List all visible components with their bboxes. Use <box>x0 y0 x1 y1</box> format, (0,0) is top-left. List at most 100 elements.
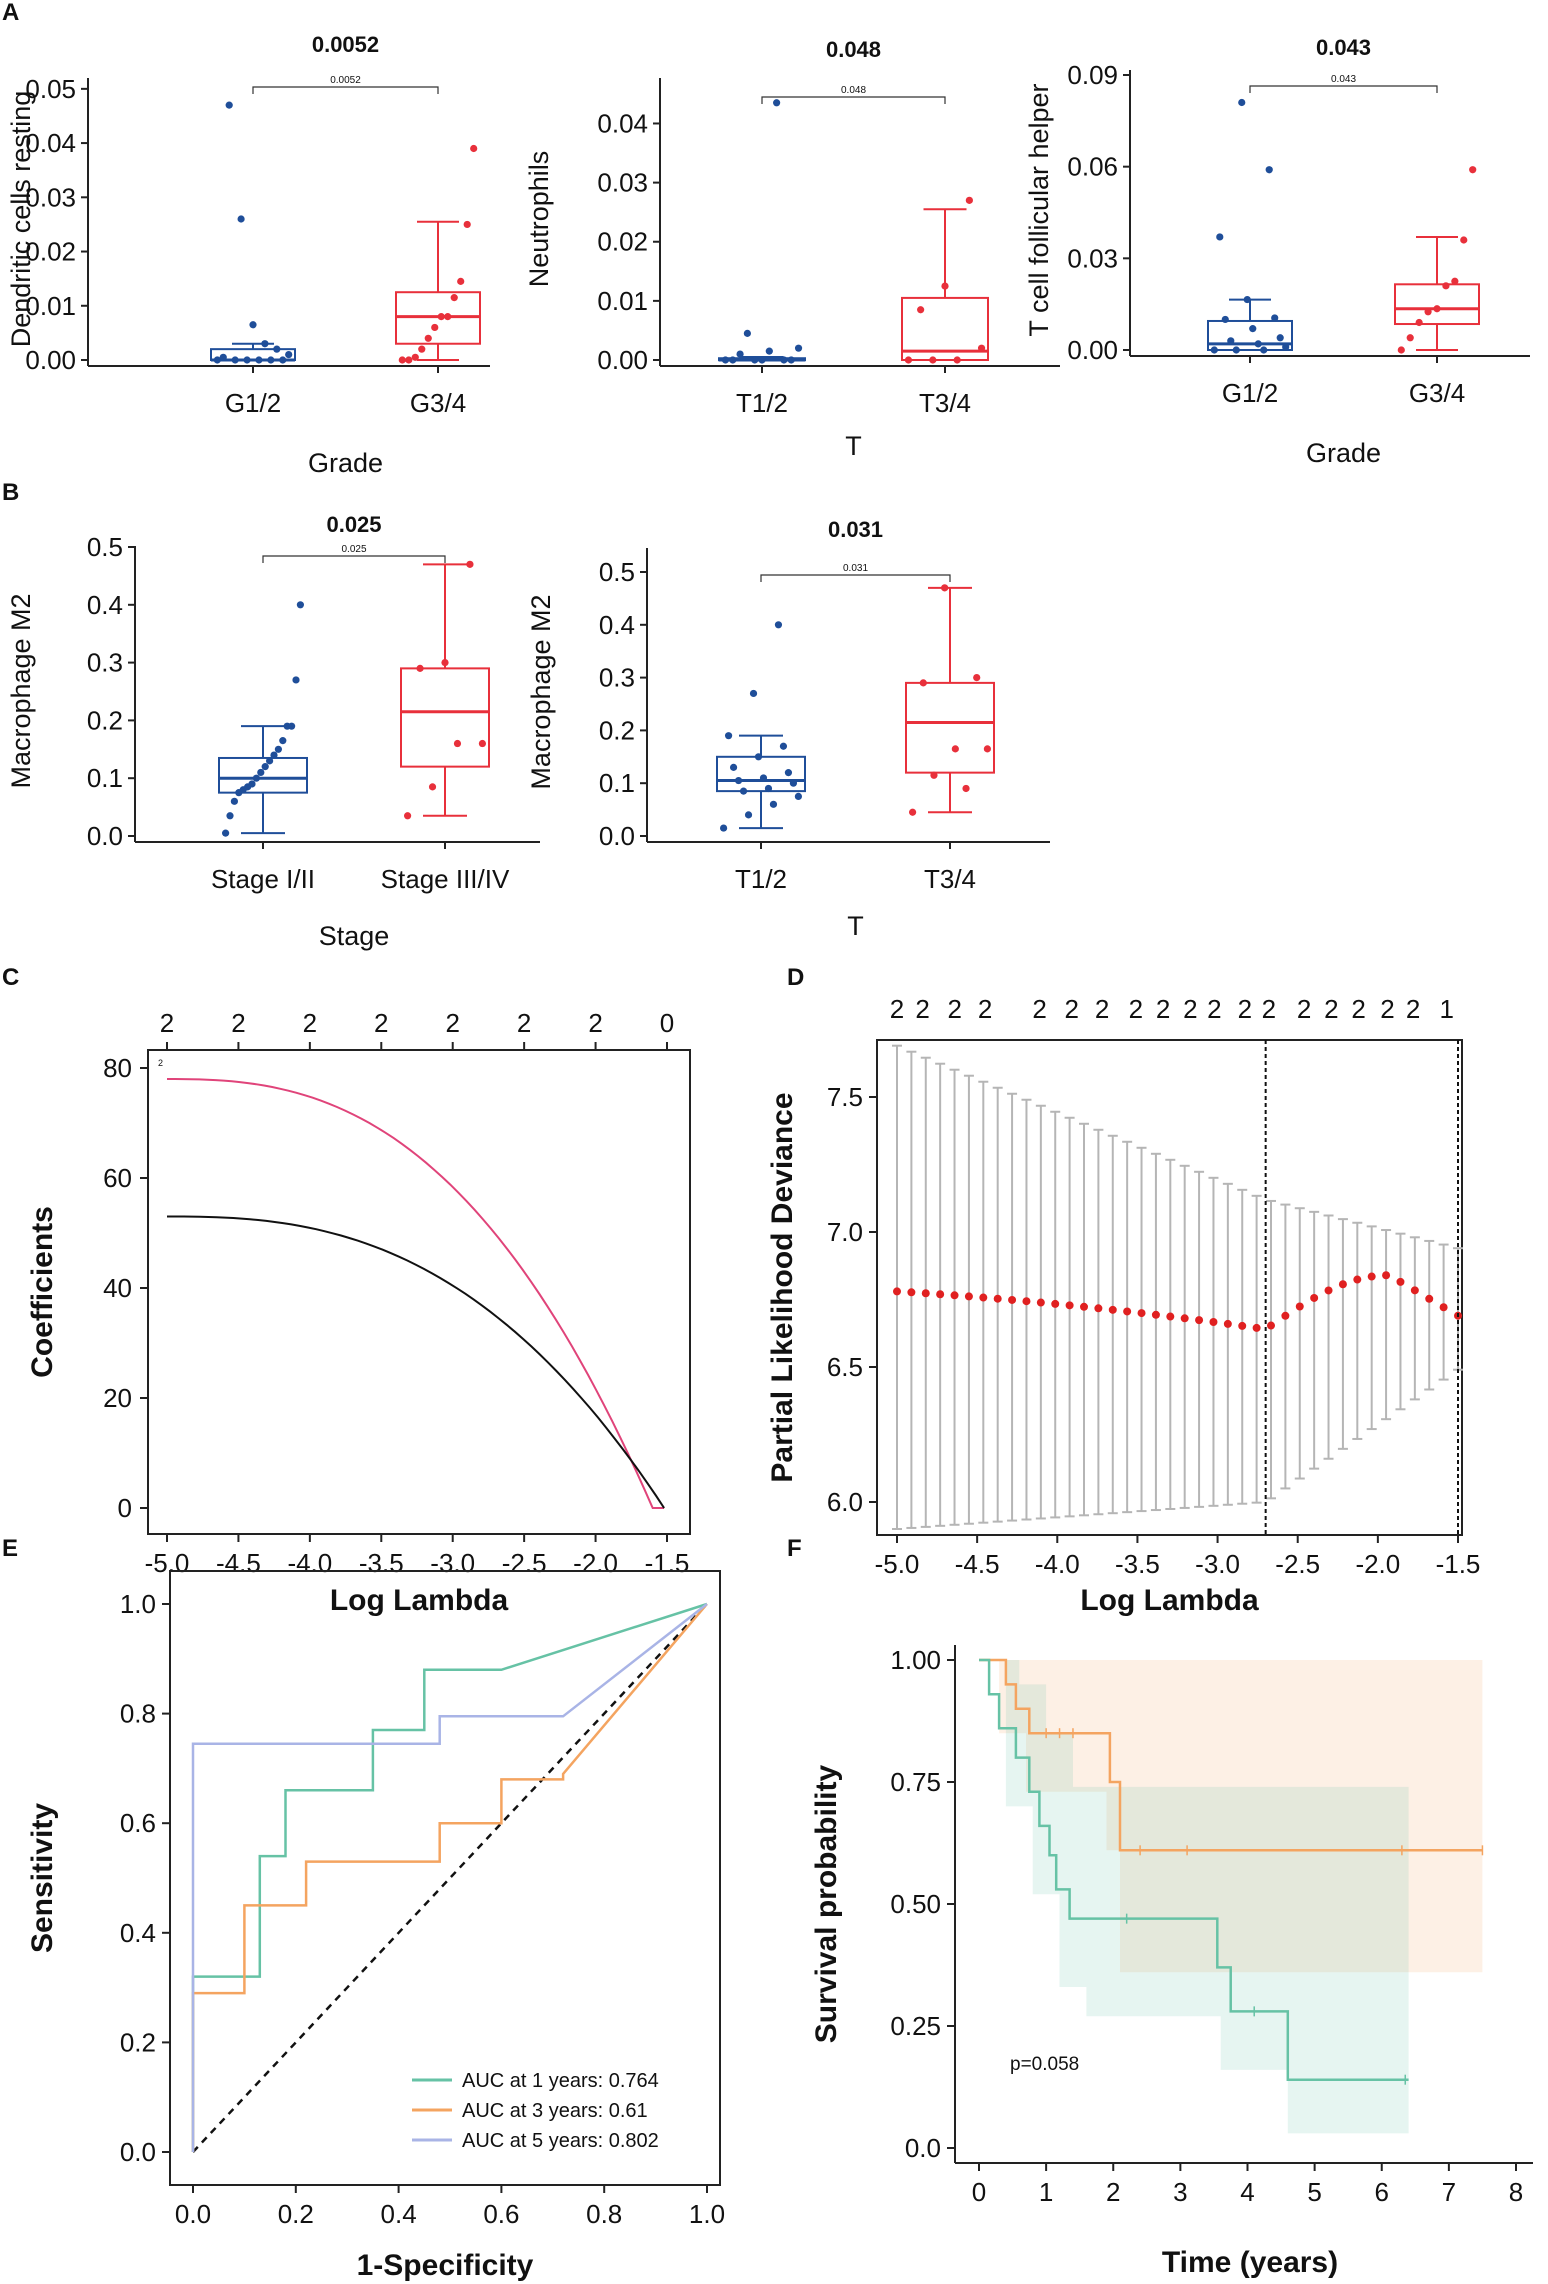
y-tick-label: 0.0 <box>120 2137 156 2167</box>
y-tick-label: 20 <box>103 1383 132 1413</box>
data-point <box>917 306 925 314</box>
plot-frame <box>147 1049 691 1535</box>
x-tick-label: 0.0 <box>175 2199 211 2229</box>
top-tick-label: 2 <box>160 1008 174 1038</box>
x-tick-label: 2 <box>1106 2177 1120 2207</box>
significance-bracket <box>761 96 946 104</box>
data-point <box>252 774 260 782</box>
data-point <box>230 797 238 805</box>
top-tick-label: 2 <box>1351 994 1365 1024</box>
data-point <box>930 771 938 779</box>
data-point <box>1460 236 1468 244</box>
data-point <box>749 689 758 698</box>
data-point <box>929 356 937 364</box>
y-axis-label: Coefficients <box>26 1206 59 1378</box>
data-point <box>237 215 245 223</box>
data-point <box>279 737 287 745</box>
plot-title-p-value: 0.048 <box>826 37 881 62</box>
data-point <box>248 780 256 788</box>
data-point <box>1254 340 1262 348</box>
x-tick-label: G1/2 <box>1222 378 1278 408</box>
y-tick-label: 0.4 <box>87 590 123 620</box>
data-point <box>1469 166 1477 174</box>
data-point <box>441 659 449 667</box>
x-axis-label: Grade <box>308 448 383 478</box>
data-point <box>765 347 773 355</box>
y-tick-label: 0.05 <box>25 74 76 104</box>
confidence-band-2 <box>979 1660 1409 2134</box>
x-tick-label: G3/4 <box>410 388 466 418</box>
data-point <box>270 751 278 759</box>
x-axis-label: Time (years) <box>1162 2246 1338 2279</box>
data-point <box>213 356 221 364</box>
y-tick-label: 0.0 <box>905 2133 941 2163</box>
y-axis-label: Dendritic cells resting <box>6 91 36 348</box>
top-tick-label: 2 <box>374 1008 388 1038</box>
y-tick-label: 0.01 <box>25 291 76 321</box>
coefficient-path-black <box>167 1215 665 1509</box>
bracket-p-value: 0.025 <box>341 544 366 555</box>
data-point <box>478 739 486 748</box>
panel-label-d: D <box>787 964 804 991</box>
y-tick-label: 0.02 <box>25 237 76 267</box>
data-point <box>466 560 474 568</box>
box-stage-iii-iv <box>400 667 490 768</box>
top-tick-label: 2 <box>890 994 904 1024</box>
top-tick-label: 2 <box>915 994 929 1024</box>
data-point <box>736 350 744 358</box>
data-point <box>789 779 798 787</box>
y-tick-label: 0.8 <box>120 1699 156 1729</box>
box-g3-4 <box>1394 283 1480 326</box>
data-point <box>720 824 728 832</box>
coefficient-path-label: 2 <box>158 1058 163 1068</box>
y-tick-label: 0.0 <box>87 821 123 851</box>
y-tick-label: 6.0 <box>827 1487 863 1517</box>
top-tick-label: 2 <box>1380 994 1394 1024</box>
x-axis-label: Grade <box>1306 438 1381 468</box>
data-point <box>1282 343 1290 351</box>
data-point <box>1397 346 1405 354</box>
x-tick-label: -4.5 <box>216 1548 261 1578</box>
data-point <box>257 768 265 777</box>
data-point <box>759 774 768 782</box>
y-tick-label: 0.03 <box>1067 243 1118 273</box>
boxplot-macrophage-stage: 0.0 0.1 0.2 0.3 0.4 0.5 Stage I/II Stage III/IV… <box>6 512 540 951</box>
data-point <box>973 674 981 682</box>
top-tick-label: 2 <box>1324 994 1338 1024</box>
deviance-point <box>979 1293 988 1302</box>
boxplot-t-follicular-helper: 0.00 0.03 0.06 0.09 G1/2 G3/4 0.043 0.043 T cell… <box>1024 35 1530 468</box>
roc-curve-plot: 0.0 0.2 0.4 0.6 0.8 1.0 0.0 0.2 0.4 0.6 0.8 1.0 AUC … <box>26 1570 725 2282</box>
top-tick-label: 2 <box>1207 994 1221 1024</box>
deviance-point <box>1008 1295 1017 1304</box>
top-tick-label: 2 <box>588 1008 602 1038</box>
y-tick-label: 0.00 <box>597 345 648 375</box>
data-point <box>751 356 759 364</box>
y-tick-label: 0.06 <box>1067 152 1118 182</box>
significance-bracket <box>760 574 951 582</box>
data-point <box>941 584 949 592</box>
data-point <box>249 321 257 329</box>
deviance-point <box>1080 1302 1088 1311</box>
top-tick-label: 2 <box>1297 994 1311 1024</box>
data-point <box>1232 346 1240 354</box>
y-tick-label: 7.5 <box>827 1082 863 1112</box>
data-point <box>267 356 275 364</box>
deviance-point <box>1209 1318 1218 1327</box>
y-tick-label: 0.00 <box>1067 335 1118 365</box>
x-tick-label: 1 <box>1039 2177 1053 2207</box>
data-point <box>794 792 803 801</box>
data-point <box>437 313 445 321</box>
data-point <box>292 676 300 684</box>
deviance-point <box>964 1292 973 1301</box>
y-tick-label: 0.5 <box>87 532 123 562</box>
data-point <box>398 356 406 364</box>
bracket-p-value: 0.0052 <box>330 75 361 86</box>
data-point <box>288 722 296 730</box>
data-point <box>261 340 269 348</box>
top-tick-label: 2 <box>445 1008 459 1038</box>
deviance-point <box>1439 1303 1448 1312</box>
data-point <box>774 621 783 629</box>
plot-title-p-value: 0.025 <box>326 512 381 537</box>
x-tick-label: -4.5 <box>955 1549 1000 1579</box>
x-tick-label: -3.0 <box>1195 1549 1240 1579</box>
